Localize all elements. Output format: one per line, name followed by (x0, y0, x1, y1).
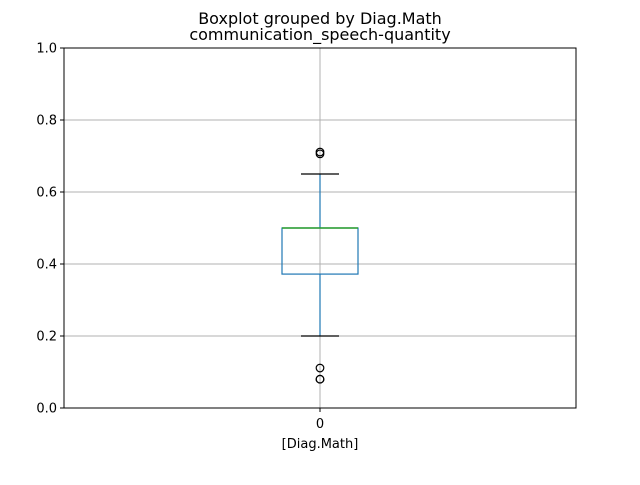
chart-suptitle: Boxplot grouped by Diag.Math (198, 9, 442, 28)
x-axis: 0 (316, 408, 324, 432)
y-axis: 0.0 0.2 0.4 0.6 0.8 1.0 (36, 42, 64, 417)
outlier-point (315, 374, 325, 384)
y-tick-label: 0.6 (36, 186, 57, 201)
y-tick-label: 0.8 (36, 114, 57, 129)
outlier-point (315, 147, 325, 157)
y-tick-label: 0.4 (36, 258, 57, 273)
chart-title: communication_speech-quantity (189, 25, 450, 45)
box-group (281, 147, 359, 384)
y-tick-label: 1.0 (36, 42, 57, 57)
x-axis-label: [Diag.Math] (282, 437, 359, 452)
y-tick-label: 0.0 (36, 402, 57, 417)
x-tick-label: 0 (316, 417, 324, 432)
outlier-point (315, 363, 325, 373)
y-tick-label: 0.2 (36, 330, 57, 345)
